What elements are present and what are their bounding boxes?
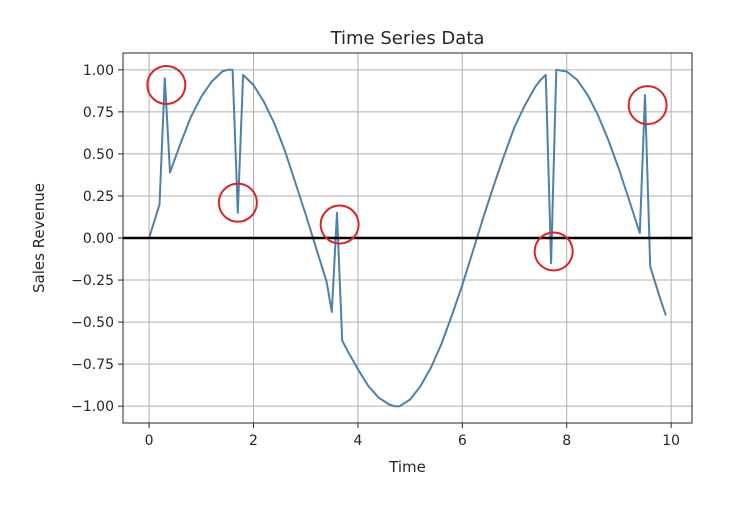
y-tick-label: −0.75: [71, 357, 114, 373]
x-tick-label: 6: [458, 433, 467, 449]
y-tick-label: −0.50: [71, 315, 114, 331]
y-tick-label: 0.75: [83, 105, 114, 121]
y-tick-label: −1.00: [71, 399, 114, 415]
chart-title: Time Series Data: [330, 28, 485, 49]
y-axis-label: Sales Revenue: [30, 183, 48, 293]
y-tick-label: −0.25: [71, 273, 114, 289]
x-tick-label: 2: [249, 433, 258, 449]
anomaly-circle: [319, 204, 360, 245]
x-tick-label: 8: [562, 433, 571, 449]
series-line: [148, 68, 667, 408]
y-tick-label: 0.50: [83, 147, 114, 163]
y-tick-label: 0.25: [83, 189, 114, 205]
anomaly-circle: [217, 182, 258, 223]
anomaly-circle: [533, 231, 574, 272]
y-tick-label: 0.00: [83, 231, 114, 247]
x-axis-label: Time: [388, 458, 426, 476]
x-tick-label: 10: [662, 433, 680, 449]
annotation-layer: [146, 64, 668, 272]
x-tick-label: 0: [145, 433, 154, 449]
x-axis-ticks: 0 2 4 6 8 10: [145, 423, 680, 449]
y-tick-label: 1.00: [83, 63, 114, 79]
series-layer: [148, 68, 667, 408]
anomaly-circle: [146, 64, 187, 105]
x-tick-label: 4: [353, 433, 362, 449]
y-axis-ticks: 1.00 0.75 0.50 0.25 0.00 −0.25 −0.50 −0.75 −1.00: [71, 63, 123, 415]
anomaly-circle: [627, 85, 668, 126]
